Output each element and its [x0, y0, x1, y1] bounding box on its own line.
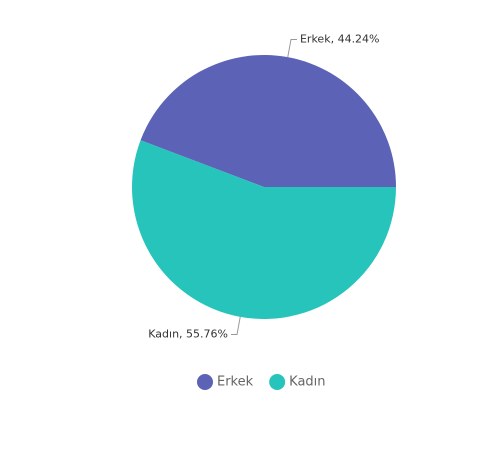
legend-label: Kadın — [289, 375, 325, 390]
legend-marker — [197, 374, 213, 390]
pie-slice — [132, 140, 396, 320]
data-label: Erkek, 44.24% — [300, 32, 380, 45]
leader-line — [231, 316, 241, 336]
leader-line — [287, 38, 297, 58]
data-label: Kadın, 55.76% — [148, 328, 228, 341]
legend-label: Erkek — [217, 375, 254, 390]
pie-slice — [140, 55, 396, 187]
legend-marker — [269, 374, 286, 390]
